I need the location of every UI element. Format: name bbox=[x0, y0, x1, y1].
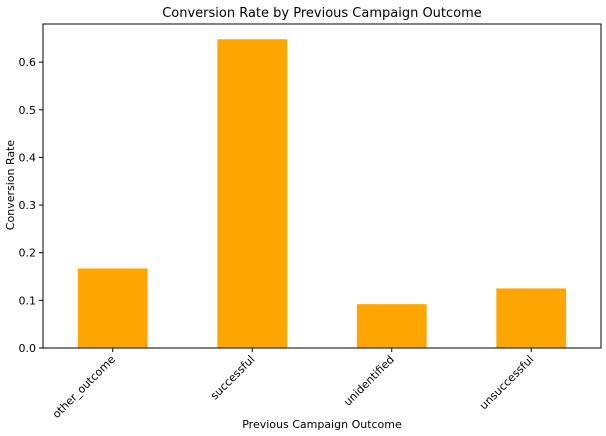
plot-frame bbox=[42, 23, 602, 349]
bar-unsuccessful bbox=[496, 288, 567, 348]
y-axis-label: Conversion Rate bbox=[4, 140, 17, 231]
bars-group bbox=[77, 39, 567, 348]
bar-successful bbox=[217, 39, 288, 348]
y-tick-label: 0.6 bbox=[19, 56, 37, 69]
y-tick-label: 0.5 bbox=[19, 104, 37, 117]
x-axis-label: Previous Campaign Outcome bbox=[242, 418, 402, 431]
y-tick-label: 0.3 bbox=[19, 199, 37, 212]
y-tick-label: 0.1 bbox=[19, 294, 37, 307]
y-tick-label: 0.0 bbox=[19, 342, 37, 355]
y-tick-label: 0.4 bbox=[19, 151, 37, 164]
y-tick-label: 0.2 bbox=[19, 247, 37, 260]
bar-other-outcome bbox=[77, 268, 148, 348]
y-ticks-group: 0.0 0.1 0.2 0.3 0.4 0.5 0.6 bbox=[19, 56, 43, 355]
bar-unidentified bbox=[356, 304, 427, 348]
chart-title: Conversion Rate by Previous Campaign Out… bbox=[162, 6, 482, 21]
